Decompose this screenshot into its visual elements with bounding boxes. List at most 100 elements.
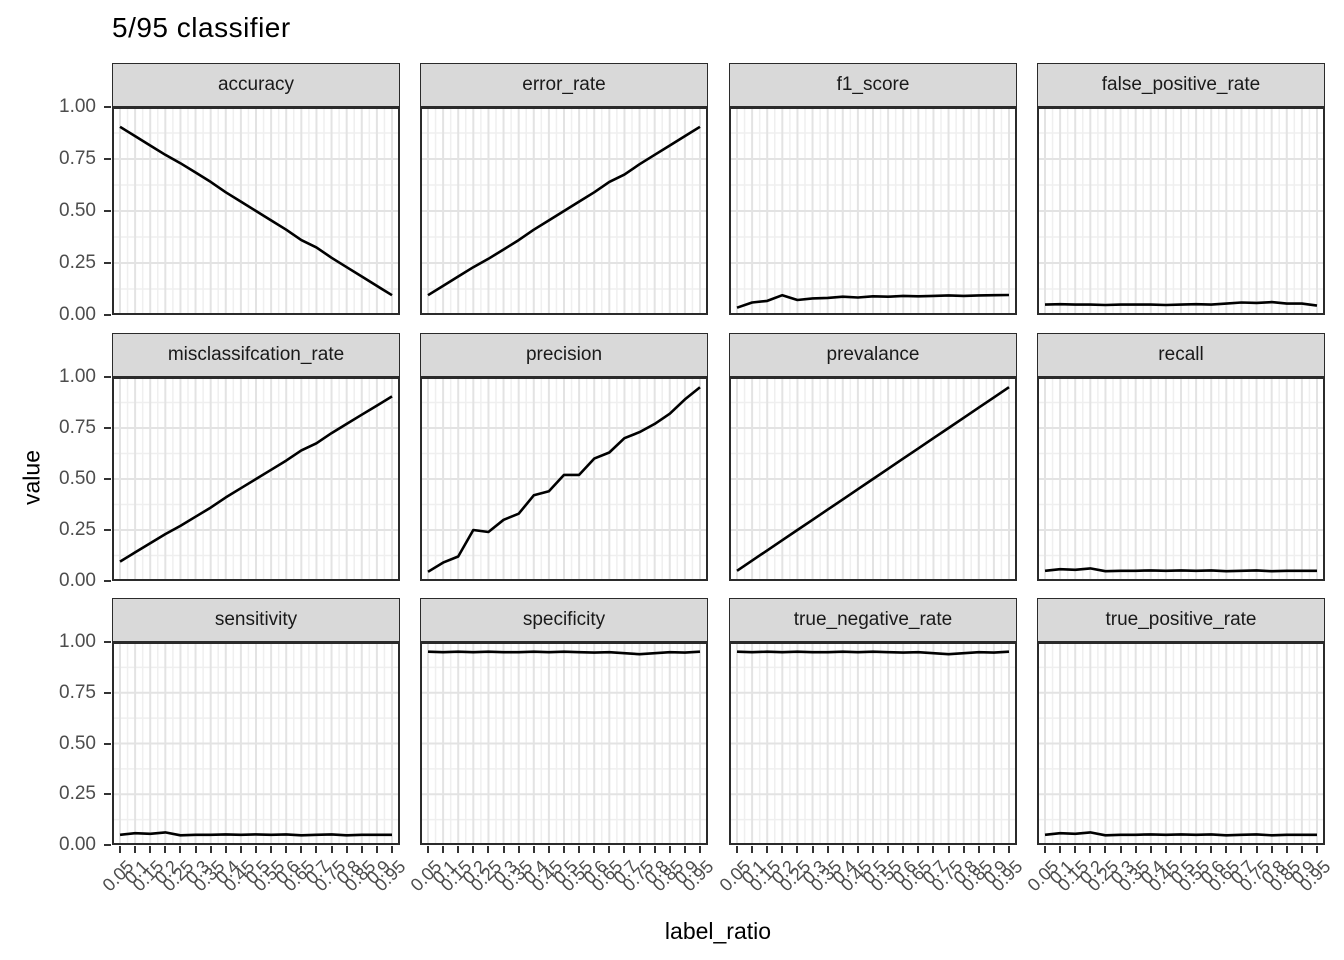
panel-border xyxy=(729,107,1017,315)
data-line-recall xyxy=(1044,567,1317,573)
x-tick-mark xyxy=(699,846,701,853)
x-tick-mark xyxy=(766,846,769,853)
facet-strip-error_rate: error_rate xyxy=(420,63,708,107)
facet-strip-sensitivity: sensitivity xyxy=(112,598,400,642)
facet-strip-misclassifcation_rate: misclassifcation_rate xyxy=(112,333,400,377)
x-tick-mark xyxy=(1059,846,1062,853)
x-tick-mark xyxy=(1300,846,1303,853)
facet-strip-true_negative_rate: true_negative_rate xyxy=(729,598,1017,642)
panel-border xyxy=(1037,642,1325,845)
facet-strip-label: prevalance xyxy=(826,344,920,365)
y-tick-label: 0.50 xyxy=(59,200,96,221)
x-tick-mark xyxy=(532,846,535,853)
x-tick-mark xyxy=(796,846,799,853)
x-tick-mark xyxy=(1255,846,1258,853)
x-tick-mark xyxy=(300,846,303,853)
panel-border xyxy=(420,642,708,845)
x-tick-mark xyxy=(1044,846,1046,853)
facet-strip-accuracy: accuracy xyxy=(112,63,400,107)
panel-border xyxy=(729,642,1017,845)
x-tick-mark xyxy=(653,846,656,853)
y-tick-mark xyxy=(104,158,111,160)
x-tick-mark xyxy=(1285,846,1288,853)
y-tick-label: 0.00 xyxy=(59,304,96,325)
y-tick-label: 1.00 xyxy=(59,96,96,117)
x-tick-mark xyxy=(563,846,565,853)
panel-border xyxy=(729,377,1017,581)
x-tick-mark xyxy=(487,846,490,853)
y-tick-label: 0.50 xyxy=(59,468,96,489)
facet-panel-specificity xyxy=(420,642,708,845)
x-tick-mark xyxy=(683,846,686,853)
y-tick-mark xyxy=(104,793,111,796)
y-tick-mark xyxy=(104,210,111,212)
facet-panel-recall xyxy=(1037,377,1325,581)
facet-panel-misclassifcation_rate xyxy=(112,377,400,581)
y-tick-label: 0.25 xyxy=(59,252,96,273)
x-tick-mark xyxy=(872,846,874,853)
y-tick-label: 0.50 xyxy=(59,732,96,754)
x-tick-mark xyxy=(330,846,333,853)
facet-strip-recall: recall xyxy=(1037,333,1325,377)
x-tick-mark xyxy=(315,846,318,853)
facet-strip-label: f1_score xyxy=(836,74,910,95)
facet-panel-false_positive_rate xyxy=(1037,107,1325,315)
data-line-true_positive_rate xyxy=(1044,831,1317,837)
x-tick-mark xyxy=(992,846,995,853)
facet-strip-f1_score: f1_score xyxy=(729,63,1017,107)
y-tick-mark xyxy=(104,844,111,846)
x-tick-mark xyxy=(841,846,844,853)
chart-title: 5/95 classifier xyxy=(112,12,291,43)
x-tick-mark xyxy=(285,846,288,853)
x-tick-mark xyxy=(179,846,182,853)
facet-panel-true_positive_rate xyxy=(1037,642,1325,845)
y-tick-mark xyxy=(104,314,111,316)
panel-border xyxy=(420,377,708,581)
x-tick-mark xyxy=(1225,846,1228,853)
x-tick-mark xyxy=(375,846,378,853)
x-tick-mark xyxy=(638,846,641,853)
facet-panel-sensitivity xyxy=(112,642,400,845)
x-tick-mark xyxy=(1134,846,1137,853)
data-line-prevalance xyxy=(736,386,1010,572)
facet-strip-label: accuracy xyxy=(217,74,295,95)
y-tick-mark xyxy=(104,376,111,378)
facet-panel-true_negative_rate xyxy=(729,642,1017,845)
x-tick-mark xyxy=(902,846,905,853)
y-tick-label: 0.75 xyxy=(59,417,96,438)
x-tick-mark xyxy=(668,846,671,853)
facet-panel-error_rate xyxy=(420,107,708,315)
facet-panel-precision xyxy=(420,377,708,581)
x-tick-mark xyxy=(856,846,859,853)
data-line-f1_score xyxy=(736,293,1010,309)
facet-strip-label: misclassifcation_rate xyxy=(167,344,345,365)
x-tick-mark xyxy=(1270,846,1273,853)
data-line-misclassifcation_rate xyxy=(119,395,393,563)
x-tick-mark xyxy=(457,846,460,853)
y-tick-label: 0.75 xyxy=(59,681,96,703)
x-tick-mark xyxy=(1149,846,1152,853)
x-tick-mark xyxy=(255,846,257,853)
y-tick-mark xyxy=(104,427,111,429)
x-tick-mark xyxy=(593,846,596,853)
y-tick-label: 0.00 xyxy=(59,570,96,591)
panel-border xyxy=(1037,377,1325,581)
data-line-false_positive_rate xyxy=(1044,300,1318,307)
facet-panel-f1_score xyxy=(729,107,1017,315)
x-tick-mark xyxy=(578,846,581,853)
x-tick-mark xyxy=(962,846,965,853)
data-line-error_rate xyxy=(427,125,701,297)
y-tick-mark xyxy=(104,742,111,745)
facet-strip-label: precision xyxy=(525,344,603,365)
y-tick-mark xyxy=(104,641,111,643)
x-tick-mark xyxy=(149,846,152,853)
panel-border xyxy=(420,107,708,315)
x-tick-mark xyxy=(977,846,980,853)
y-tick-label: 1.00 xyxy=(59,631,96,652)
facet-strip-label: specificity xyxy=(522,609,606,630)
x-tick-mark xyxy=(1240,846,1243,853)
facet-strip-label: false_positive_rate xyxy=(1101,74,1261,95)
x-tick-mark xyxy=(781,846,784,853)
x-tick-mark xyxy=(472,846,475,853)
